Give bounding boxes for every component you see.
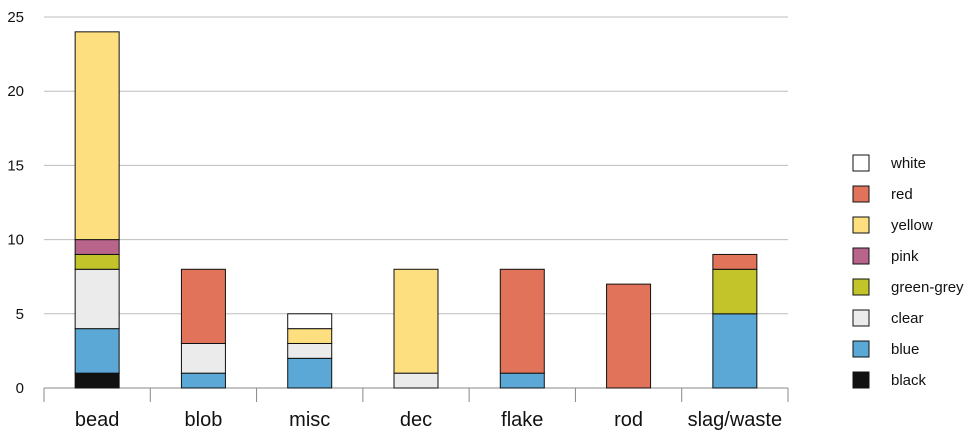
legend-label: white (890, 155, 926, 172)
legend-swatch-pink (852, 247, 870, 265)
legend-label: black (891, 372, 927, 389)
y-tick-label: 20 (7, 83, 24, 100)
bar-segment-blue (74, 328, 120, 374)
axes (43, 387, 789, 402)
bar-segment-yellow (74, 31, 120, 241)
bar-segment-clear (180, 342, 226, 374)
bar-segment-yellow (393, 268, 439, 374)
legend-swatch-yellow (852, 216, 870, 234)
gridlines (44, 16, 788, 315)
legend-label: pink (891, 248, 919, 265)
bar-segment-clear (287, 342, 333, 359)
legend-swatch-clear (852, 309, 870, 327)
legend-label: green-grey (891, 279, 964, 296)
bar-segment-clear (393, 372, 439, 389)
y-tick-label: 5 (16, 306, 24, 323)
legend-swatch-blue (852, 340, 870, 358)
bar-segment-red (712, 253, 758, 270)
legend-swatch-black (852, 371, 870, 389)
bar-segment-red (499, 268, 545, 374)
legend-label: yellow (891, 217, 933, 234)
bar-segment-white (287, 313, 333, 330)
bar-segment-green-grey (74, 253, 120, 270)
axis-labels: 0 5 10 15 20 25 bead blob misc dec flake rod slag/wa… (7, 9, 782, 431)
bar-segment-blue (180, 372, 226, 389)
x-tick-label: misc (289, 409, 330, 431)
bar-segment-red (606, 283, 652, 389)
x-tick-label: bead (75, 409, 120, 431)
y-tick-label: 15 (7, 157, 24, 174)
bar-segment-pink (74, 239, 120, 255)
bars (74, 31, 758, 389)
y-tick-label: 25 (7, 9, 24, 26)
bar-segment-red (180, 268, 226, 344)
x-tick-label: slag/waste (688, 409, 783, 431)
bar-segment-clear (74, 268, 120, 330)
bar-segment-blue (712, 313, 758, 389)
x-tick-label: dec (400, 409, 432, 431)
legend-swatch-green-grey (852, 278, 870, 296)
bar-segment-black (74, 372, 120, 389)
legend: white red yellow pink green-grey clear blue bla… (852, 154, 964, 389)
bar-segment-blue (287, 357, 333, 389)
bar-segment-blue (499, 372, 545, 389)
legend-label: clear (891, 310, 924, 327)
y-tick-label: 0 (16, 380, 24, 397)
legend-swatch-white (852, 154, 870, 172)
bar-segment-green-grey (712, 268, 758, 315)
bar-segment-yellow (287, 328, 333, 344)
legend-swatch-red (852, 185, 870, 203)
y-tick-label: 10 (7, 232, 24, 249)
x-tick-label: blob (185, 409, 223, 431)
x-tick-label: flake (501, 409, 543, 431)
legend-label: red (891, 186, 913, 203)
legend-label: blue (891, 341, 919, 358)
x-tick-label: rod (614, 409, 643, 431)
